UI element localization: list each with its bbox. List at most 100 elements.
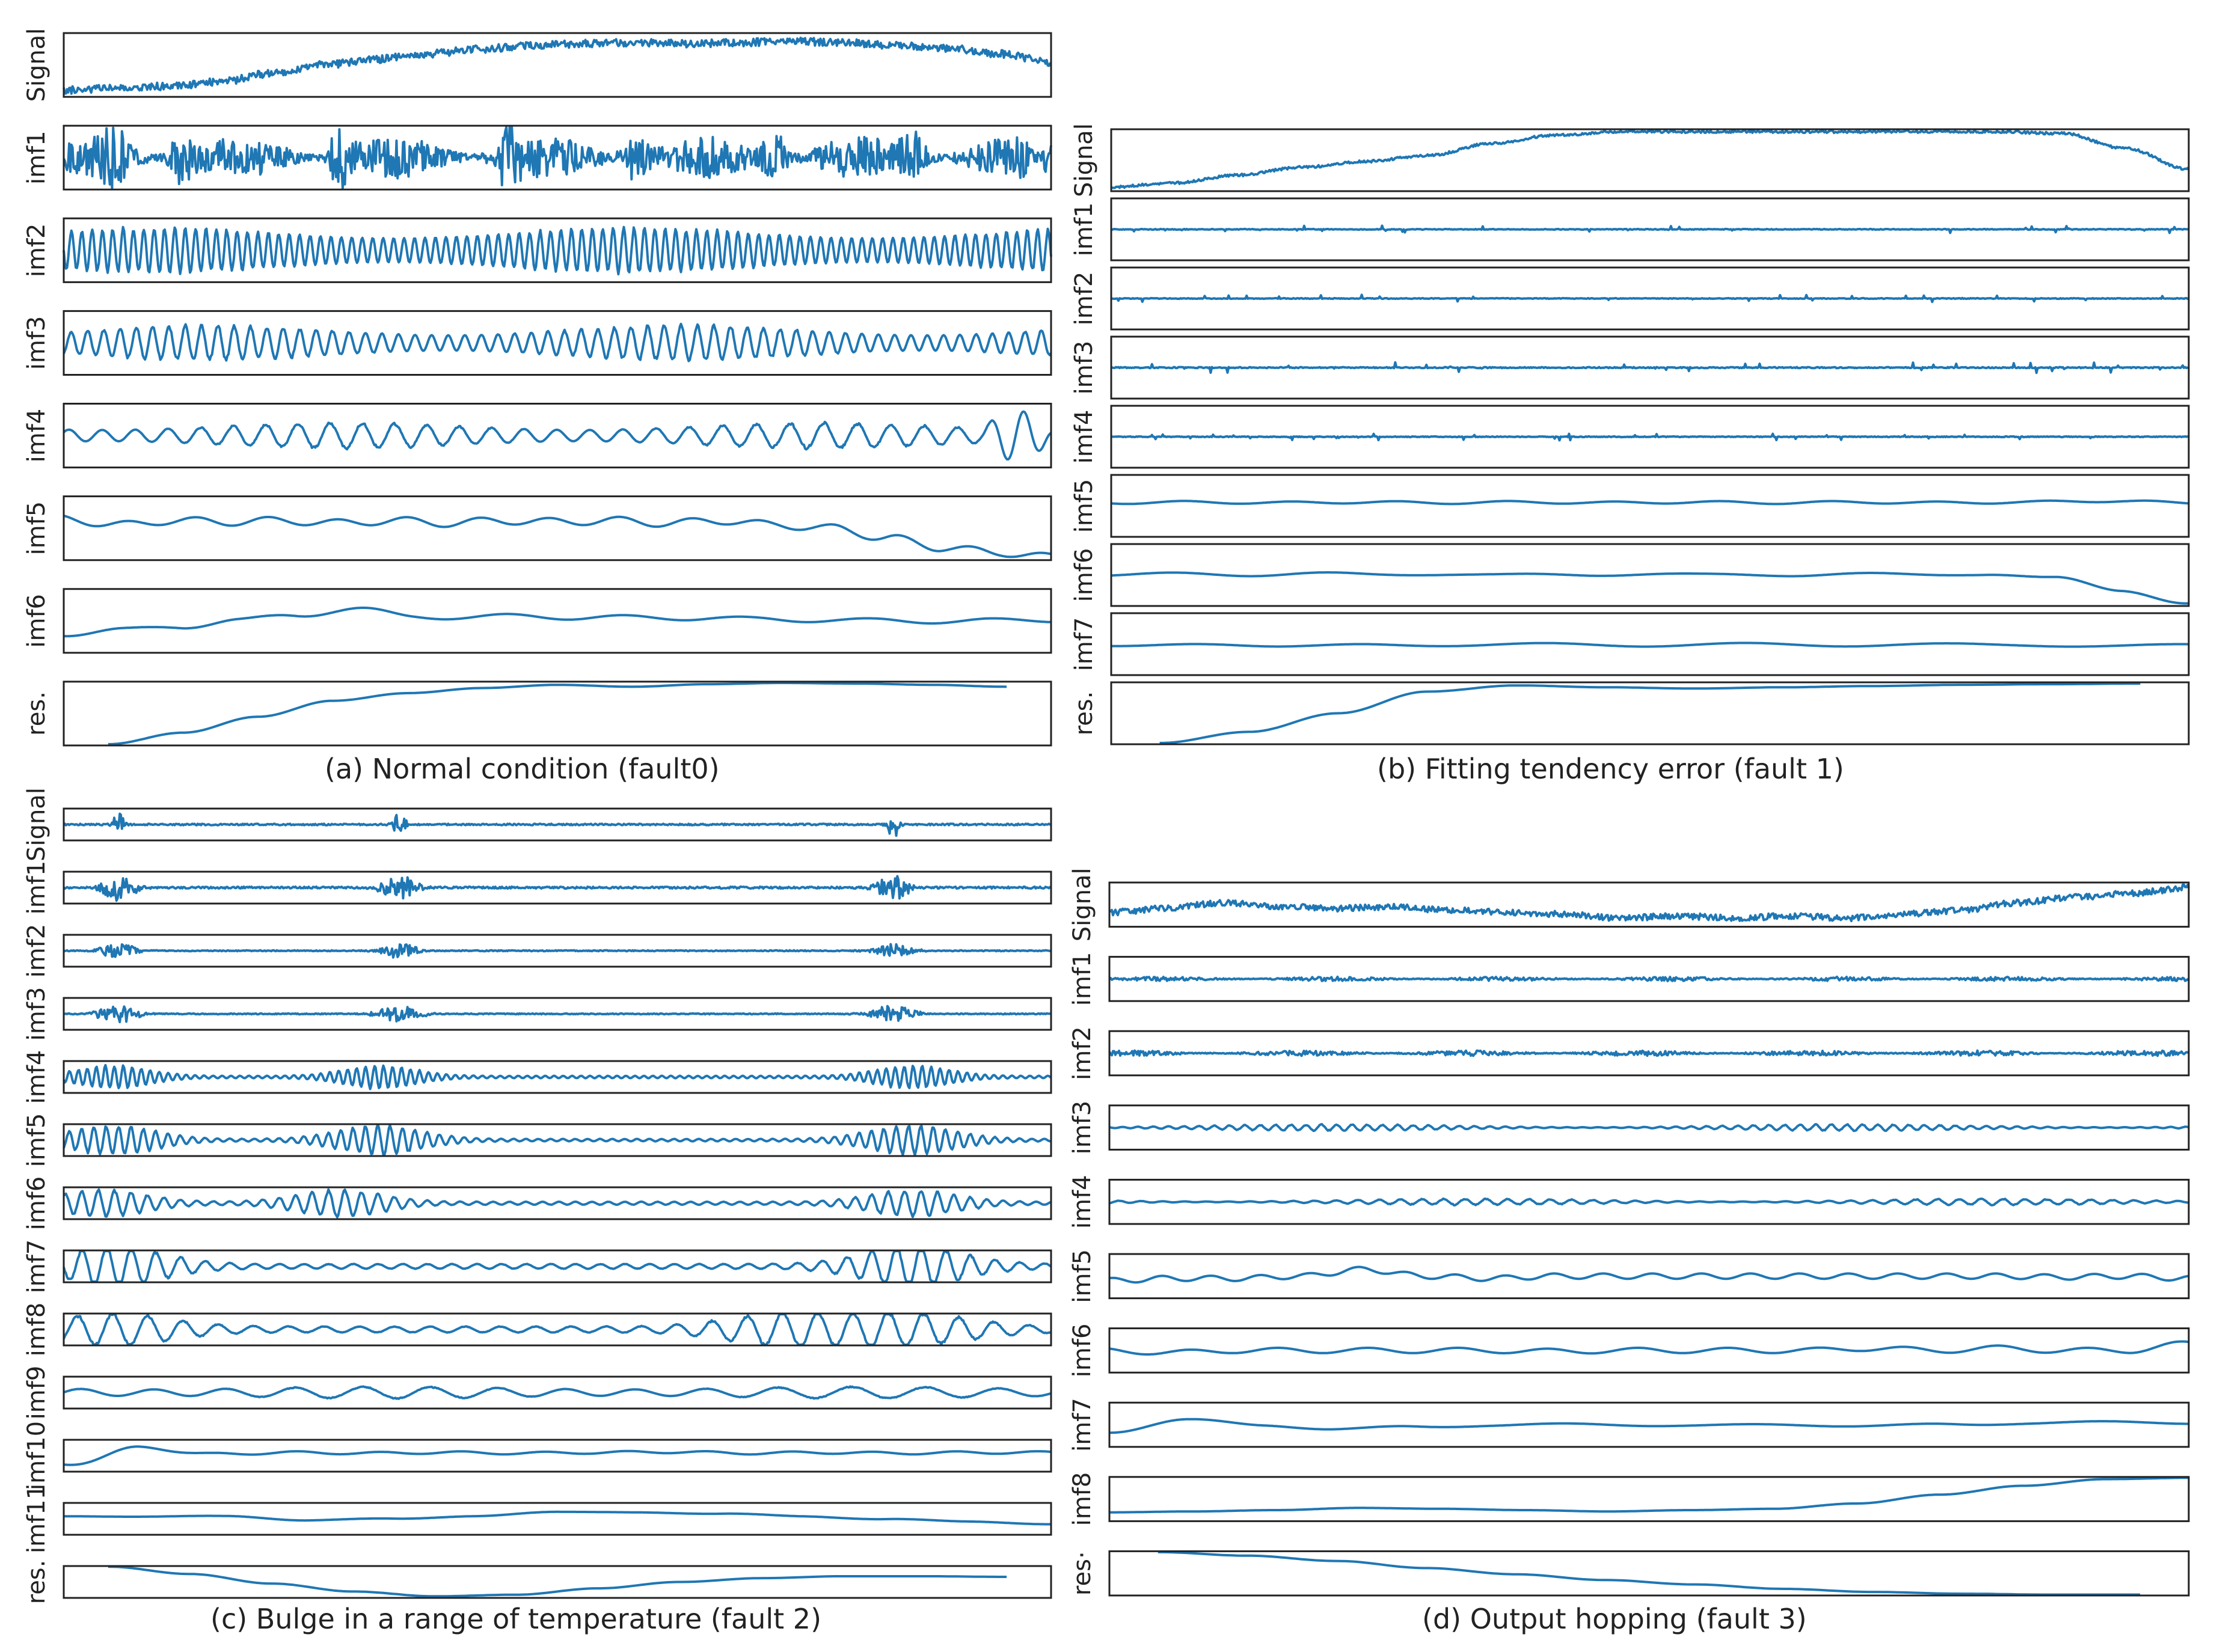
subplot-label: imf5 — [23, 1113, 51, 1167]
series-line — [63, 1188, 1052, 1219]
subplot-a-0: Signal — [23, 28, 1052, 102]
series-line — [63, 322, 1052, 363]
subplot-frame — [63, 1123, 1052, 1157]
subplot-label: imf4 — [23, 409, 51, 463]
subplot-frame — [63, 870, 1052, 905]
subplot-frame — [63, 588, 1052, 654]
subplot-frame — [1110, 266, 2190, 331]
subplot-frame — [1108, 1030, 2190, 1077]
subplot-frame — [1108, 1327, 2190, 1374]
subplot-frame — [63, 124, 1052, 191]
subplot-d-1: imf1 — [1069, 952, 2190, 1006]
subplot-b-0: Signal — [1070, 123, 2190, 197]
subplot-frame — [63, 1375, 1052, 1410]
subplot-d-8: imf8 — [1069, 1472, 2190, 1526]
series-line — [1109, 1476, 2189, 1514]
subplot-d-5: imf5 — [1069, 1249, 2190, 1303]
subplot-c-2: imf2 — [23, 924, 1052, 977]
subplot-frame — [1108, 956, 2190, 1002]
subplot-c-7: imf7 — [23, 1240, 1052, 1294]
subplot-label: imf5 — [1070, 479, 1098, 533]
subplot-frame — [1110, 681, 2190, 745]
series-line — [1109, 1265, 2189, 1284]
subplot-c-0: Signal — [23, 788, 1052, 861]
subplot-label: imf8 — [1069, 1472, 1096, 1526]
subplot-frame — [1110, 474, 2190, 538]
subplot-frame — [63, 1502, 1052, 1536]
subplot-label: imf3 — [1069, 1101, 1096, 1155]
series-line — [1109, 883, 2190, 922]
subplot-frame — [63, 403, 1052, 469]
subplot-frame — [63, 1312, 1052, 1347]
series-line — [1109, 1340, 2189, 1356]
subplot-frame — [1108, 1253, 2190, 1300]
subplot-b-2: imf2 — [1070, 266, 2190, 331]
series-line — [63, 943, 1052, 959]
series-line — [1109, 1123, 2189, 1133]
subplot-label: imf4 — [1070, 410, 1098, 464]
subplot-label: imf6 — [1070, 548, 1098, 602]
subplot-label: imf5 — [1069, 1249, 1096, 1303]
subplot-d-4: imf4 — [1069, 1175, 2190, 1229]
subplot-frame — [1110, 197, 2190, 262]
series-line — [63, 1445, 1052, 1466]
subplot-a-1: imf1 — [23, 124, 1052, 191]
subplot-frame — [1108, 1550, 2190, 1597]
subplot-c-6: imf6 — [23, 1176, 1052, 1230]
panel-d-caption: (d) Output hopping (fault 3) — [1422, 1603, 1807, 1635]
subplot-frame — [63, 32, 1052, 98]
subplot-label: imf2 — [1070, 272, 1098, 326]
subplot-b-6: imf6 — [1070, 543, 2190, 607]
series-line — [63, 1385, 1052, 1400]
series-line — [63, 1005, 1052, 1024]
subplot-label: res. — [23, 1560, 51, 1605]
subplot-frame — [63, 997, 1052, 1031]
series-line — [1108, 975, 2190, 982]
subplot-frame — [1110, 128, 2190, 192]
subplot-c-9: imf9 — [23, 1366, 1052, 1419]
subplot-d-3: imf3 — [1069, 1101, 2190, 1155]
subplot-label: imf4 — [23, 1050, 51, 1104]
subplot-a-6: imf6 — [23, 588, 1052, 654]
subplot-d-7: imf7 — [1069, 1398, 2190, 1452]
subplot-frame — [63, 934, 1052, 968]
subplot-frame — [1108, 1178, 2190, 1225]
subplot-frame — [63, 1060, 1052, 1094]
subplot-frame — [63, 1249, 1052, 1283]
subplot-label: imf11 — [23, 1484, 51, 1553]
series-line — [63, 875, 1052, 902]
series-line — [1111, 361, 2189, 375]
series-line — [63, 1250, 1052, 1283]
subplot-b-4: imf4 — [1070, 405, 2190, 469]
series-line — [63, 812, 1052, 837]
subplot-label: imf6 — [1069, 1324, 1096, 1378]
series-line — [63, 126, 1052, 190]
subplot-d-2: imf2 — [1069, 1026, 2190, 1080]
series-line — [1111, 224, 2189, 234]
subplot-label: Signal — [1070, 123, 1098, 197]
series-line — [63, 410, 1052, 461]
subplot-b-7: imf7 — [1070, 612, 2190, 676]
subplot-label: imf2 — [23, 224, 51, 278]
subplot-frame — [63, 1565, 1052, 1599]
series-line — [1108, 1049, 2189, 1057]
panel-a-caption: (a) Normal condition (fault0) — [325, 753, 720, 785]
subplot-label: imf6 — [23, 594, 51, 648]
subplot-a-5: imf5 — [23, 495, 1052, 561]
subplot-label: imf7 — [23, 1240, 51, 1294]
subplot-label: Signal — [23, 28, 51, 102]
series-line — [63, 1124, 1052, 1157]
subplot-frame — [1108, 1476, 2190, 1522]
subplot-label: imf10 — [23, 1421, 51, 1490]
subplot-frame — [63, 310, 1052, 376]
series-line — [63, 36, 1052, 95]
subplot-frame — [63, 1186, 1052, 1220]
series-line — [1111, 499, 2189, 506]
series-line — [1111, 571, 2189, 605]
series-line — [108, 682, 1007, 745]
subplot-b-1: imf1 — [1070, 197, 2190, 262]
